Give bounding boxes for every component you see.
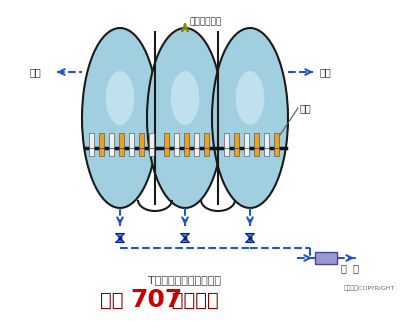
Ellipse shape	[236, 71, 264, 125]
Bar	[174, 133, 179, 148]
Bar	[139, 133, 144, 148]
Bar	[149, 133, 154, 148]
Bar	[99, 148, 104, 156]
Polygon shape	[180, 238, 189, 242]
Text: 707: 707	[130, 288, 182, 312]
Bar	[274, 148, 279, 156]
Bar	[184, 148, 189, 156]
Polygon shape	[115, 233, 124, 238]
Text: 东方仿真COPYRIGHT: 东方仿真COPYRIGHT	[344, 285, 395, 291]
Bar	[164, 148, 169, 156]
Bar	[315, 252, 337, 264]
Polygon shape	[245, 238, 254, 242]
Bar	[254, 133, 259, 148]
Ellipse shape	[82, 28, 158, 208]
Bar	[129, 133, 134, 148]
Bar	[109, 148, 114, 156]
Bar	[89, 148, 94, 156]
Bar	[129, 148, 134, 156]
Bar	[139, 148, 144, 156]
Bar	[224, 148, 229, 156]
Text: 剪辑制作: 剪辑制作	[165, 291, 219, 309]
Ellipse shape	[212, 28, 288, 208]
Bar	[254, 148, 259, 156]
Bar	[234, 148, 239, 156]
Bar	[204, 148, 209, 156]
Bar	[204, 133, 209, 148]
Ellipse shape	[106, 71, 134, 125]
Text: 转刷: 转刷	[300, 103, 312, 113]
Bar	[264, 133, 269, 148]
Bar	[264, 148, 269, 156]
Text: 剩余污泥排放: 剩余污泥排放	[189, 18, 221, 27]
Ellipse shape	[147, 28, 223, 208]
Bar	[119, 133, 124, 148]
Bar	[164, 133, 169, 148]
Bar	[174, 148, 179, 156]
Text: 出水: 出水	[30, 67, 42, 77]
Ellipse shape	[171, 71, 199, 125]
Bar	[234, 133, 239, 148]
Text: 进  水: 进 水	[341, 263, 359, 273]
Bar	[194, 148, 199, 156]
Bar	[274, 133, 279, 148]
Bar	[109, 133, 114, 148]
Bar	[119, 148, 124, 156]
Text: 出水: 出水	[320, 67, 332, 77]
Text: 化工: 化工	[100, 291, 124, 309]
Bar	[194, 133, 199, 148]
Bar	[184, 133, 189, 148]
Bar	[89, 133, 94, 148]
Bar	[224, 133, 229, 148]
Bar	[244, 133, 249, 148]
Polygon shape	[115, 238, 124, 242]
Bar	[149, 148, 154, 156]
Bar	[99, 133, 104, 148]
Text: T型氧化沟系统工艺流程: T型氧化沟系统工艺流程	[148, 275, 222, 285]
Bar	[244, 148, 249, 156]
Polygon shape	[180, 233, 189, 238]
Polygon shape	[245, 233, 254, 238]
